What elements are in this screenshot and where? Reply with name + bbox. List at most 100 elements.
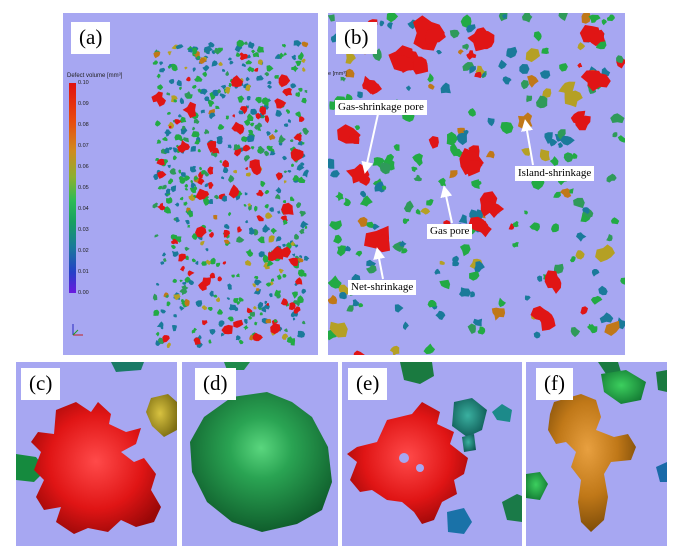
defect-blob <box>204 183 209 188</box>
defect-blob <box>257 301 264 309</box>
defect-blob <box>217 124 225 130</box>
defect-blob <box>284 328 288 332</box>
defect-blob <box>159 68 164 73</box>
defect-blob <box>296 202 302 209</box>
defect-blob <box>270 323 281 335</box>
defect-blob <box>245 220 249 224</box>
defect-blob <box>257 127 261 132</box>
defect-blob <box>459 287 471 297</box>
colorbar <box>69 83 76 293</box>
defect-blob <box>359 172 371 186</box>
defect-blob <box>266 131 271 136</box>
defect-blob <box>220 332 225 337</box>
defect-blob <box>200 240 205 246</box>
defect-blob <box>297 269 305 277</box>
defect-blob <box>282 43 287 48</box>
defect-blob <box>262 254 270 263</box>
defect-blob <box>338 284 350 297</box>
defect-blob <box>164 206 171 214</box>
defect-blob <box>156 282 160 286</box>
defect-blob <box>208 99 215 107</box>
defect-blob <box>179 116 187 123</box>
defect-blob <box>298 87 303 92</box>
defect-blob <box>220 84 227 90</box>
defect-blob <box>172 147 178 153</box>
defect-blob <box>188 280 195 286</box>
defect-blob <box>329 321 348 338</box>
defect-blob <box>526 95 533 103</box>
defect-blob <box>244 260 252 266</box>
defect-blob <box>462 62 475 71</box>
defect-blob <box>259 312 263 316</box>
defect-blob <box>387 22 393 30</box>
defect-blob <box>254 321 258 326</box>
defect-blob <box>222 68 226 72</box>
defect-blob <box>244 318 248 325</box>
defect-blob <box>290 83 297 89</box>
defect-blob <box>413 174 422 182</box>
defect-blob <box>211 60 218 67</box>
defect-blob <box>533 331 541 339</box>
defect-blob <box>282 219 288 226</box>
defect-blob <box>261 306 267 313</box>
defect-blob <box>410 56 429 75</box>
defect-blob <box>346 305 354 312</box>
defect-blob <box>236 39 245 48</box>
defect-blob <box>187 270 195 277</box>
defect-blob <box>171 44 178 50</box>
defect-blob <box>245 248 254 257</box>
defect-blob <box>396 55 414 73</box>
defect-blob <box>293 40 302 47</box>
defect-blob <box>541 47 549 54</box>
defect-blob <box>204 96 210 102</box>
defect-blob <box>213 194 219 200</box>
defect-blob <box>195 188 208 200</box>
defect-blob <box>170 244 176 250</box>
defect-blob <box>179 97 184 105</box>
defect-blob <box>436 50 442 55</box>
defect-blob <box>355 250 363 257</box>
defect-blob <box>523 210 528 215</box>
colorbar-tick: 0.07 <box>78 143 89 149</box>
defect-blob <box>524 295 531 301</box>
defect-blob <box>244 192 248 196</box>
defect-blob <box>171 325 177 332</box>
defect-blob <box>256 189 264 197</box>
defect-blob <box>353 350 365 355</box>
defect-blob <box>166 111 171 115</box>
defect-blob <box>423 343 436 355</box>
defect-blob <box>529 222 540 232</box>
defect-blob <box>233 144 241 151</box>
defect-blob <box>193 337 201 345</box>
defect-blob <box>301 320 306 325</box>
defect-blob <box>381 185 387 190</box>
defect-blob <box>172 155 177 161</box>
defect-blob <box>246 135 255 143</box>
defect-blob <box>166 92 171 96</box>
defect-blob <box>188 48 193 53</box>
defect-blob <box>483 200 505 218</box>
defect-blob <box>282 87 293 97</box>
defect-blob <box>252 283 256 288</box>
defect-blob <box>162 335 170 343</box>
defect-blob <box>521 148 532 156</box>
defect-blob <box>293 133 302 142</box>
defect-blob <box>228 174 235 183</box>
defect-blob <box>222 159 229 168</box>
defect-blob <box>219 160 222 163</box>
defect-blob <box>215 105 220 110</box>
defect-blob <box>209 290 214 297</box>
colorbar-tick: 0.10 <box>78 80 89 86</box>
defect-blob <box>197 88 202 93</box>
defect-blob <box>164 147 170 154</box>
defect-blob <box>186 76 191 82</box>
defect-blob <box>606 14 615 22</box>
defect-blob <box>580 306 588 315</box>
defect-blob <box>250 108 257 115</box>
defect-blob <box>295 277 303 285</box>
defect-blob <box>215 297 220 303</box>
defect-blob <box>282 200 286 204</box>
defect-blob <box>533 31 542 42</box>
defect-blob <box>474 261 485 273</box>
defect-blob <box>251 49 256 54</box>
